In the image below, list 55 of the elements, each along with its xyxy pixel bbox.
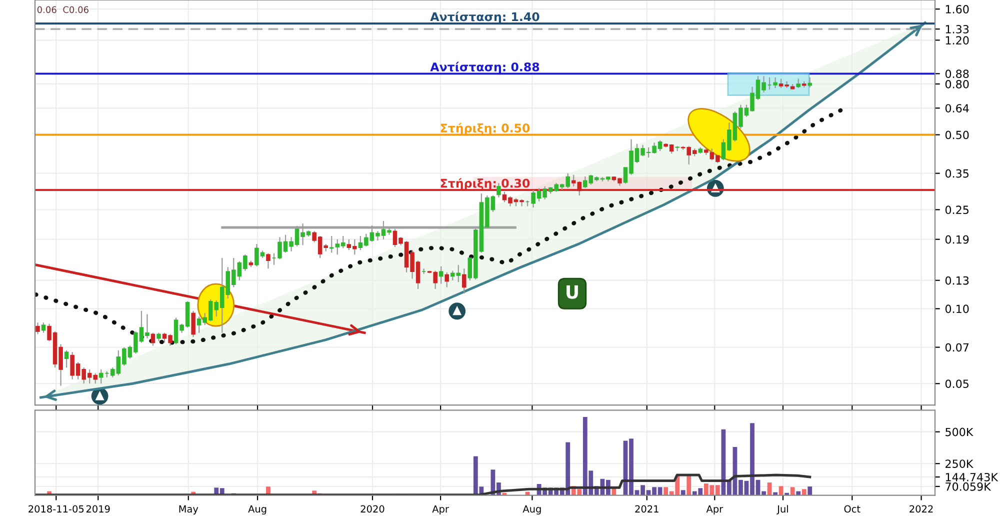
- y-tick-label: 0.64: [945, 104, 969, 112]
- ref-line-label: Αντίσταση: 1.40: [430, 12, 540, 24]
- x-tick-label: 2020: [360, 505, 384, 513]
- x-tick-label: Apr: [706, 505, 724, 514]
- candlestick: [150, 332, 156, 346]
- candlestick: [36, 322, 40, 335]
- candlestick: [266, 252, 270, 270]
- y-tick-label: 1.33: [946, 25, 969, 34]
- candlestick: [438, 266, 444, 284]
- ref-line-label: Στήριξη: 0.50: [440, 122, 530, 135]
- annotation: 0.06 C0.06: [37, 6, 88, 14]
- y-tick-label: 0.88: [945, 70, 969, 78]
- candlestick: [41, 322, 46, 334]
- x-tick-label: 2018-11-05: [28, 505, 84, 513]
- y-tick-label: 70.059K: [946, 482, 992, 491]
- y-tick-label: 0.35: [945, 169, 968, 178]
- bar: [802, 489, 806, 496]
- bar: [778, 486, 784, 496]
- bar: [790, 487, 795, 496]
- line-series: [35, 474, 812, 496]
- candlestick: [796, 78, 800, 89]
- x-tick-label: 2022: [910, 505, 933, 513]
- y-tick-label: 0.80: [945, 80, 969, 88]
- y-tick-label: 0.13: [945, 276, 969, 285]
- x-tick-label: 2021: [635, 505, 658, 513]
- y-tick-label: 0.25: [945, 206, 968, 214]
- x-tick-label: Apr: [432, 505, 449, 514]
- x-tick-label: Aug: [522, 505, 541, 514]
- y-tick-label: 1.60: [946, 5, 969, 14]
- bar: [686, 474, 692, 496]
- y-tick-label: 0.19: [945, 235, 969, 244]
- x-tick-label: Jul: [776, 505, 788, 514]
- bar: [680, 490, 686, 496]
- annotation: U: [566, 285, 578, 299]
- candlestick: [462, 268, 466, 294]
- candlestick: [64, 350, 69, 368]
- y-tick-label: 1.20: [946, 36, 969, 45]
- ref-line-label: Αντίσταση: 0.88: [430, 62, 540, 74]
- candlestick: [496, 182, 501, 198]
- x-tick-label: May: [179, 505, 198, 514]
- x-tick-label: 2019: [86, 505, 110, 513]
- y-tick-label: 0.50: [945, 130, 969, 140]
- y-tick-label: 144.743K: [946, 472, 998, 482]
- x-tick-label: Aug: [248, 505, 266, 514]
- y-tick-label: 0.07: [945, 343, 969, 352]
- candlestick: [808, 76, 812, 88]
- y-tick-label: 250K: [946, 460, 974, 468]
- x-tick-label: Oct: [844, 505, 860, 513]
- bar: [808, 486, 812, 496]
- y-tick-label: 0.05: [945, 380, 968, 388]
- candlestick: [191, 310, 196, 338]
- y-tick-label: 0.10: [945, 304, 969, 314]
- y-tick-label: 500K: [946, 428, 974, 436]
- candlestick: [444, 272, 449, 288]
- ref-line-label: Στήριξη: 0.30: [440, 178, 530, 190]
